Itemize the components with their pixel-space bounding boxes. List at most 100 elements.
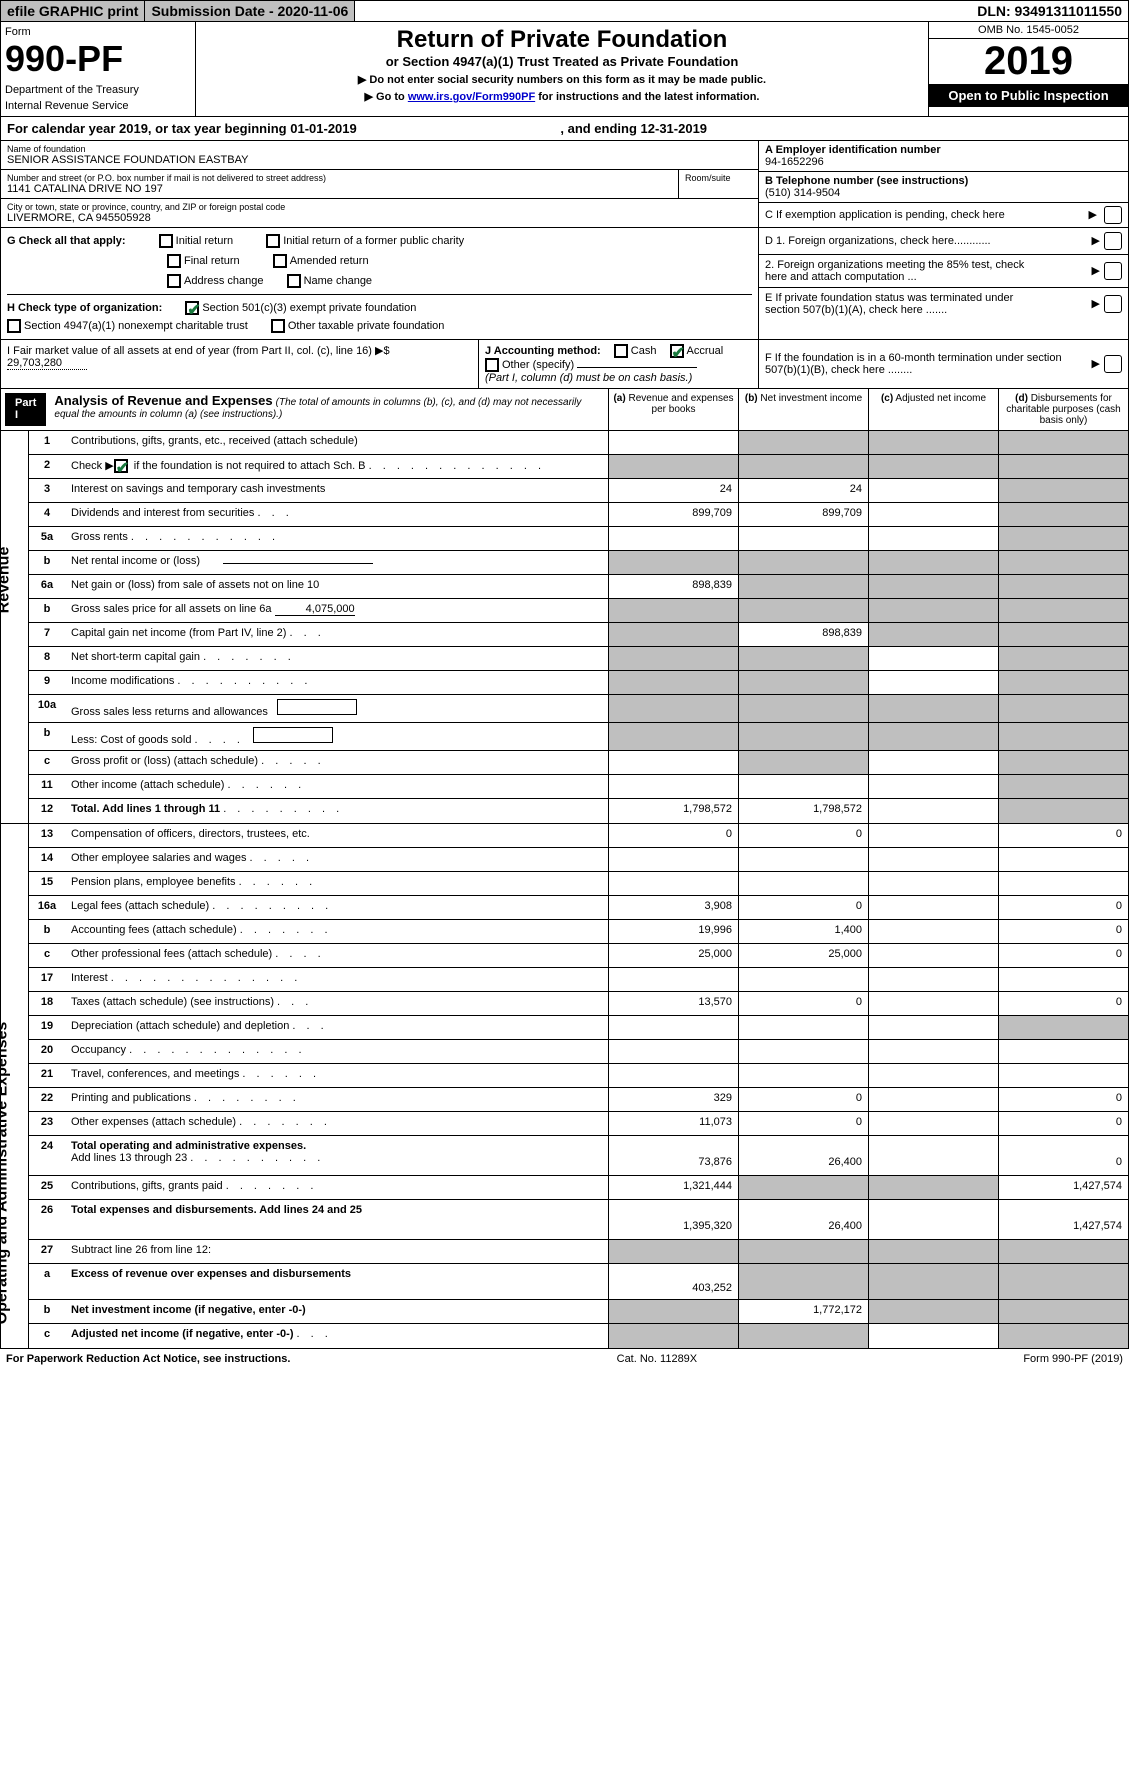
line-6b-d	[998, 599, 1128, 622]
line-23-a: 11,073	[608, 1112, 738, 1135]
irs-link[interactable]: www.irs.gov/Form990PF	[408, 91, 535, 103]
line-27c-a	[608, 1324, 738, 1348]
ein-label: A Employer identification number	[765, 144, 1122, 156]
initial-return-cb[interactable]	[159, 234, 173, 248]
line-19-num: 19	[29, 1016, 65, 1039]
name-label: Name of foundation	[7, 144, 752, 154]
line-2-num: 2	[29, 455, 65, 478]
form-header: Form 990-PF Department of the Treasury I…	[0, 22, 1129, 117]
form-title: Return of Private Foundation	[200, 26, 924, 54]
line-20-d	[998, 1040, 1128, 1063]
h3-label: Other taxable private foundation	[288, 320, 445, 332]
part1-title: Analysis of Revenue and Expenses	[54, 393, 272, 408]
line-24-num: 24	[29, 1136, 65, 1175]
line-6b-b	[738, 599, 868, 622]
other-label: Other (specify)	[502, 359, 574, 371]
cal-pre: For calendar year 2019, or tax year begi…	[7, 121, 290, 136]
line-27c-num: c	[29, 1324, 65, 1348]
line-20-a	[608, 1040, 738, 1063]
line-12-b: 1,798,572	[738, 799, 868, 823]
foundation-city: LIVERMORE, CA 945505928	[7, 212, 752, 224]
cal-end: 12-31-2019	[641, 121, 708, 136]
line-27-desc: Subtract line 26 from line 12:	[65, 1240, 608, 1263]
cash-label: Cash	[631, 345, 657, 357]
line-26-d: 1,427,574	[998, 1200, 1128, 1239]
e-cb[interactable]	[1104, 295, 1122, 313]
initial-former-cb[interactable]	[266, 234, 280, 248]
line-13-a: 0	[608, 824, 738, 847]
d1-cb[interactable]	[1104, 232, 1122, 250]
line-27-c	[868, 1240, 998, 1263]
line-6a-c	[868, 575, 998, 598]
f-cb[interactable]	[1104, 355, 1122, 373]
line-5a-c	[868, 527, 998, 550]
line-15-a	[608, 872, 738, 895]
d2-cb[interactable]	[1104, 262, 1122, 280]
line-25-c	[868, 1176, 998, 1199]
line-18-num: 18	[29, 992, 65, 1015]
line-18-desc: Taxes (attach schedule) (see instruction…	[65, 992, 608, 1015]
other-taxable-cb[interactable]	[271, 319, 285, 333]
line-10b-desc: Less: Cost of goods sold . . . .	[65, 723, 608, 750]
g5-label: Address change	[184, 275, 264, 287]
name-change-cb[interactable]	[287, 274, 301, 288]
cal-mid: , and ending	[560, 121, 640, 136]
line-22-d: 0	[998, 1088, 1128, 1111]
line-22-a: 329	[608, 1088, 738, 1111]
line-12-c	[868, 799, 998, 823]
f-label: F If the foundation is in a 60-month ter…	[765, 352, 1065, 376]
line-16b-desc: Accounting fees (attach schedule) . . . …	[65, 920, 608, 943]
h2-label: Section 4947(a)(1) nonexempt charitable …	[24, 320, 248, 332]
sch-b-cb[interactable]	[114, 459, 128, 473]
line-27b-d	[998, 1300, 1128, 1323]
address-change-cb[interactable]	[167, 274, 181, 288]
line-21-c	[868, 1064, 998, 1087]
501c3-cb[interactable]	[185, 301, 199, 315]
line-10a-desc: Gross sales less returns and allowances	[65, 695, 608, 722]
line-11-desc: Other income (attach schedule) . . . . .…	[65, 775, 608, 798]
line-5a-b	[738, 527, 868, 550]
col-b-head: (b) Net investment income	[738, 389, 868, 430]
line-24-b: 26,400	[738, 1136, 868, 1175]
efile-button[interactable]: efile GRAPHIC print	[1, 1, 145, 21]
line-26-num: 26	[29, 1200, 65, 1239]
cash-cb[interactable]	[614, 344, 628, 358]
g6-label: Name change	[304, 275, 373, 287]
line-14-d	[998, 848, 1128, 871]
line-26-b: 26,400	[738, 1200, 868, 1239]
line-4-b: 899,709	[738, 503, 868, 526]
other-method-cb[interactable]	[485, 358, 499, 372]
line-27b-num: b	[29, 1300, 65, 1323]
line-10c-num: c	[29, 751, 65, 774]
d2-label: 2. Foreign organizations meeting the 85%…	[765, 259, 1045, 283]
line-2-d	[998, 455, 1128, 478]
line-10c-a	[608, 751, 738, 774]
line-5b-d	[998, 551, 1128, 574]
form-subtitle: or Section 4947(a)(1) Trust Treated as P…	[200, 54, 924, 69]
line-22-desc: Printing and publications . . . . . . . …	[65, 1088, 608, 1111]
line-23-c	[868, 1112, 998, 1135]
fmv-label: I Fair market value of all assets at end…	[7, 345, 390, 357]
line-1-c	[868, 431, 998, 454]
line-8-desc: Net short-term capital gain . . . . . . …	[65, 647, 608, 670]
line-17-desc: Interest . . . . . . . . . . . . . .	[65, 968, 608, 991]
final-return-cb[interactable]	[167, 254, 181, 268]
line-8-num: 8	[29, 647, 65, 670]
amended-cb[interactable]	[273, 254, 287, 268]
line-21-desc: Travel, conferences, and meetings . . . …	[65, 1064, 608, 1087]
ssn-note: ▶ Do not enter social security numbers o…	[200, 73, 924, 86]
line-21-b	[738, 1064, 868, 1087]
4947-cb[interactable]	[7, 319, 21, 333]
line-11-a	[608, 775, 738, 798]
line-14-b	[738, 848, 868, 871]
g2-label: Initial return of a former public charit…	[283, 235, 464, 247]
line-12-desc: Total. Add lines 1 through 11 . . . . . …	[65, 799, 608, 823]
line-3-a: 24	[608, 479, 738, 502]
line-13-b: 0	[738, 824, 868, 847]
exemption-checkbox[interactable]	[1104, 206, 1122, 224]
line-21-d	[998, 1064, 1128, 1087]
footer-right: Form 990-PF (2019)	[1023, 1353, 1123, 1365]
check-section: G Check all that apply: Initial return I…	[0, 228, 1129, 340]
accrual-cb[interactable]	[670, 344, 684, 358]
line-7-d	[998, 623, 1128, 646]
